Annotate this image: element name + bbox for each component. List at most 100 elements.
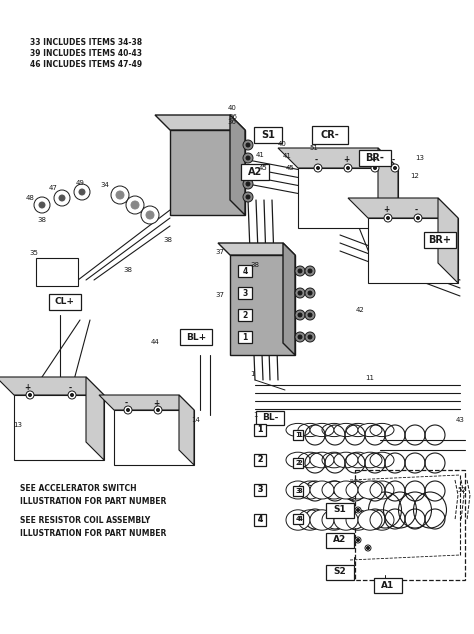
Circle shape (305, 310, 315, 320)
Text: 4: 4 (242, 266, 247, 276)
Circle shape (246, 143, 250, 147)
Ellipse shape (334, 424, 358, 437)
Circle shape (356, 538, 359, 541)
Polygon shape (14, 395, 104, 460)
Circle shape (141, 206, 159, 224)
Circle shape (295, 266, 305, 276)
Bar (238, 331, 252, 343)
Bar (424, 232, 456, 248)
Circle shape (39, 202, 45, 208)
Text: 37: 37 (216, 292, 225, 298)
Ellipse shape (358, 510, 382, 530)
Text: SEE RESISTOR COIL ASSEMBLY: SEE RESISTOR COIL ASSEMBLY (20, 516, 150, 525)
Circle shape (305, 288, 315, 298)
Circle shape (28, 394, 31, 396)
Circle shape (111, 186, 129, 204)
Text: -: - (414, 205, 418, 214)
Circle shape (246, 182, 250, 186)
Polygon shape (99, 395, 194, 410)
Circle shape (308, 335, 312, 339)
Text: 41: 41 (283, 153, 292, 159)
Circle shape (295, 310, 305, 320)
Circle shape (54, 190, 70, 206)
Circle shape (127, 408, 129, 411)
Text: 4: 4 (257, 515, 263, 524)
Circle shape (34, 197, 50, 213)
Circle shape (308, 313, 312, 317)
Text: 49: 49 (75, 180, 84, 186)
Bar (312, 126, 348, 144)
Text: 2: 2 (242, 311, 247, 320)
Text: 42: 42 (356, 307, 365, 313)
Circle shape (317, 167, 319, 169)
Text: 44: 44 (151, 339, 159, 345)
Text: 38: 38 (124, 267, 133, 273)
Circle shape (355, 507, 361, 513)
Text: -: - (392, 155, 394, 164)
Text: 1: 1 (257, 425, 263, 434)
Text: 12: 12 (410, 173, 419, 179)
Circle shape (356, 508, 359, 512)
Circle shape (384, 214, 392, 222)
Circle shape (243, 140, 253, 150)
Text: 40: 40 (278, 141, 286, 147)
Bar (254, 514, 266, 526)
Polygon shape (170, 130, 245, 215)
Text: 2: 2 (298, 460, 302, 466)
Circle shape (346, 167, 349, 169)
Bar (254, 424, 266, 436)
Text: 41: 41 (255, 152, 264, 158)
Circle shape (68, 391, 76, 399)
Polygon shape (155, 115, 245, 130)
Text: 39 INCLUDES ITEMS 40-43: 39 INCLUDES ITEMS 40-43 (30, 49, 142, 58)
Circle shape (308, 269, 312, 273)
Text: 52: 52 (457, 487, 466, 493)
Circle shape (246, 169, 250, 173)
Polygon shape (348, 198, 458, 218)
Circle shape (374, 167, 376, 169)
Text: 38: 38 (164, 237, 173, 243)
Bar (326, 564, 354, 579)
Bar (293, 458, 303, 468)
Circle shape (314, 164, 322, 172)
Polygon shape (378, 148, 398, 228)
Bar (326, 503, 354, 517)
Bar (238, 287, 252, 299)
Circle shape (246, 156, 250, 160)
Text: S1: S1 (261, 130, 275, 140)
Text: BL-: BL- (262, 413, 278, 422)
Ellipse shape (358, 424, 382, 437)
Text: 1: 1 (253, 412, 257, 418)
Bar (326, 533, 354, 548)
Circle shape (414, 214, 422, 222)
Text: 33 INCLUDES ITEMS 34-38: 33 INCLUDES ITEMS 34-38 (30, 38, 142, 47)
Bar (359, 150, 391, 166)
Text: 14: 14 (191, 417, 201, 423)
Text: 36: 36 (228, 114, 237, 120)
Text: 36: 36 (228, 119, 237, 125)
Text: 4: 4 (257, 515, 263, 524)
Text: 3: 3 (296, 488, 301, 494)
Bar (293, 486, 303, 496)
Text: BR+: BR+ (428, 235, 452, 245)
Polygon shape (179, 395, 194, 465)
Text: 1: 1 (242, 332, 247, 342)
Circle shape (295, 332, 305, 342)
Text: A2: A2 (333, 536, 346, 545)
Text: 35: 35 (29, 250, 38, 256)
Text: 3: 3 (242, 288, 247, 297)
Text: S2: S2 (334, 567, 346, 576)
Text: A2: A2 (248, 167, 262, 177)
Polygon shape (368, 218, 458, 283)
Text: ILLUSTRATION FOR PART NUMBER: ILLUSTRATION FOR PART NUMBER (20, 529, 166, 538)
Text: 38: 38 (37, 217, 46, 223)
Text: 45: 45 (259, 165, 267, 171)
Circle shape (131, 201, 139, 209)
Polygon shape (438, 198, 458, 283)
Bar (36, 258, 78, 286)
Polygon shape (230, 115, 245, 215)
Ellipse shape (310, 510, 334, 530)
Ellipse shape (358, 452, 382, 468)
Text: 11: 11 (365, 375, 374, 381)
Text: BL+: BL+ (186, 332, 206, 342)
